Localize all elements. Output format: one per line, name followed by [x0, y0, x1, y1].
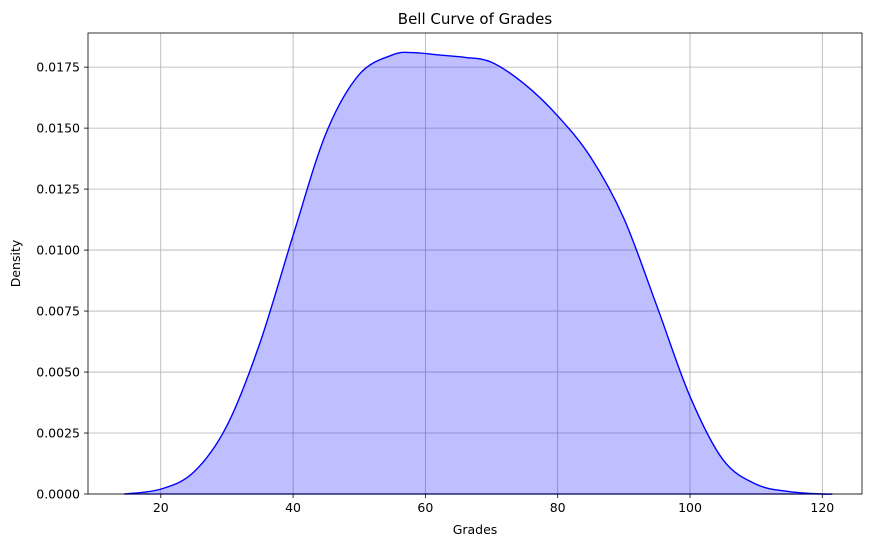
axis-ticks: 20 40 60 80 100 120 0.0000 0.0025 0.0050 0.0075 0.… [36, 60, 834, 515]
y-tick-label: 0.0025 [36, 426, 80, 441]
axes-frame [87, 32, 863, 495]
x-tick-label: 60 [417, 500, 433, 515]
x-tick-label: 100 [678, 500, 702, 515]
y-tick-label: 0.0100 [36, 243, 80, 258]
density-curve-line [124, 51, 833, 495]
x-tick-label: 40 [285, 500, 301, 515]
y-tick-label: 0.0175 [36, 60, 80, 75]
y-tick-label: 0.0125 [36, 182, 80, 197]
density-fill-area [124, 52, 833, 495]
y-tick-label: 0.0050 [36, 365, 80, 380]
x-tick-label: 20 [153, 500, 169, 515]
grid-lines [88, 33, 862, 495]
y-tick-label: 0.0000 [36, 487, 80, 502]
y-tick-label: 0.0075 [36, 304, 80, 319]
y-axis-label: Density [8, 239, 23, 287]
x-axis-label: Grades [453, 522, 498, 537]
chart-title: Bell Curve of Grades [398, 10, 553, 28]
y-tick-label: 0.0150 [36, 121, 80, 136]
x-tick-label: 120 [810, 500, 834, 515]
x-tick-label: 80 [550, 500, 566, 515]
